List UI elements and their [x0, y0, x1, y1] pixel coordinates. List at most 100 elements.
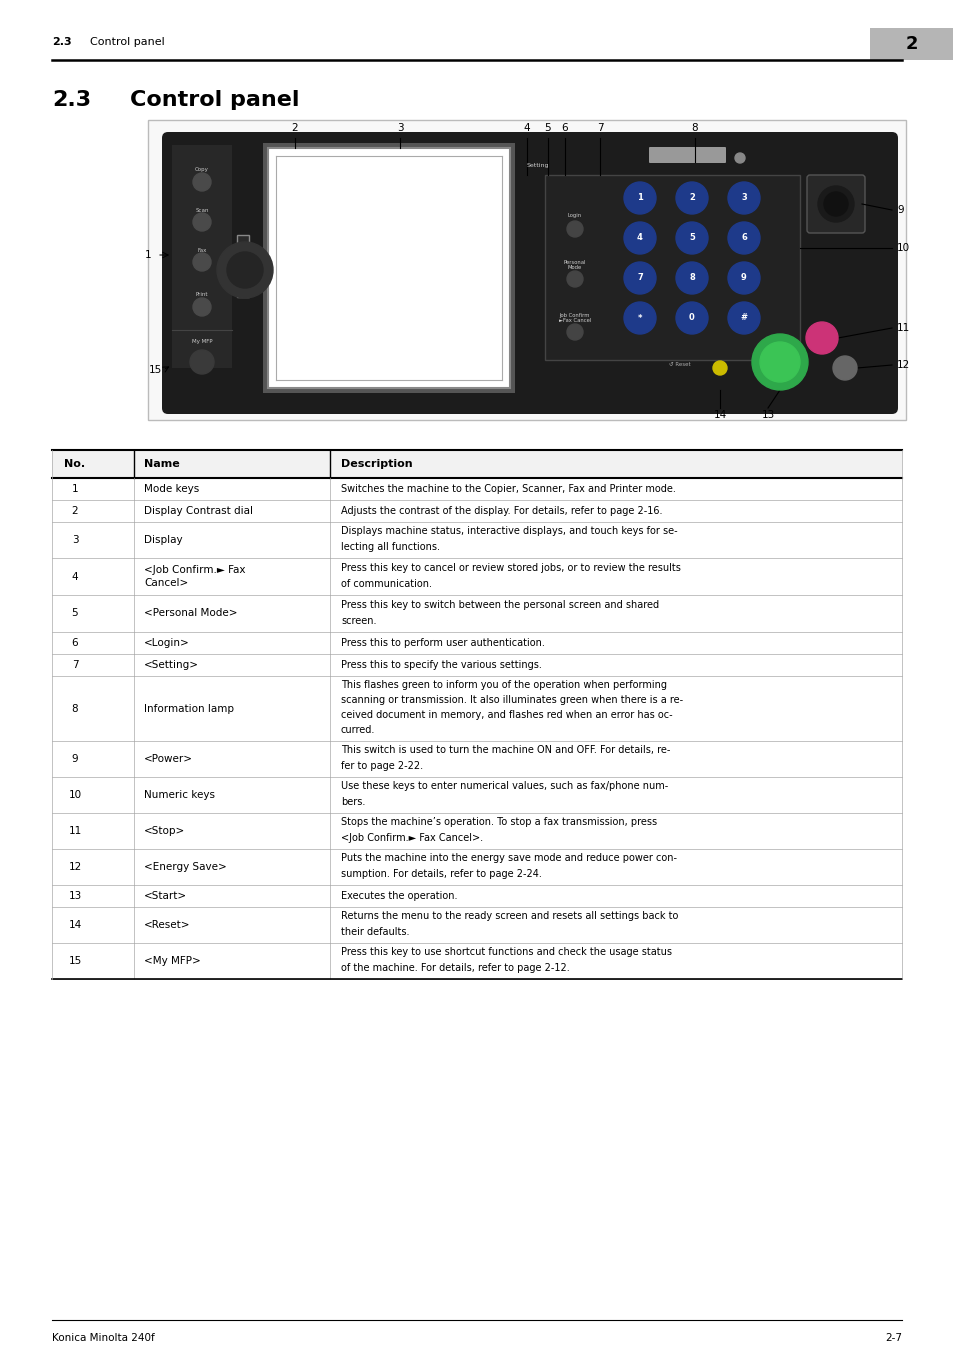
- Text: Press this key to use shortcut functions and check the usage status: Press this key to use shortcut functions…: [340, 948, 671, 957]
- Text: Stops the machine’s operation. To stop a fax transmission, press: Stops the machine’s operation. To stop a…: [340, 817, 657, 828]
- Circle shape: [193, 298, 211, 316]
- Text: Use these keys to enter numerical values, such as fax/phone num-: Use these keys to enter numerical values…: [340, 782, 667, 791]
- Text: This switch is used to turn the machine ON and OFF. For details, re-: This switch is used to turn the machine …: [340, 745, 670, 756]
- Text: 12: 12: [896, 360, 909, 370]
- Text: Display Contrast dial: Display Contrast dial: [144, 506, 253, 516]
- Text: Scan: Scan: [195, 208, 209, 212]
- Text: ↺ Reset: ↺ Reset: [668, 363, 690, 367]
- Text: Display: Display: [144, 535, 182, 545]
- Text: 0: 0: [688, 313, 694, 323]
- Text: 13: 13: [69, 891, 82, 900]
- Text: Press this key to switch between the personal screen and shared: Press this key to switch between the per…: [340, 599, 659, 610]
- Text: curred.: curred.: [340, 725, 375, 736]
- Text: 5: 5: [544, 123, 551, 134]
- FancyBboxPatch shape: [236, 235, 249, 297]
- Text: 3: 3: [396, 123, 403, 134]
- Text: 10: 10: [69, 790, 81, 801]
- Text: 8: 8: [691, 123, 698, 134]
- Text: 4: 4: [637, 234, 642, 243]
- Text: #: #: [740, 313, 747, 323]
- Text: 2.3: 2.3: [52, 90, 91, 109]
- Text: <Job Confirm.► Fax Cancel>.: <Job Confirm.► Fax Cancel>.: [340, 833, 482, 842]
- Text: 2: 2: [292, 123, 298, 134]
- Circle shape: [566, 324, 582, 340]
- Text: screen.: screen.: [340, 616, 376, 626]
- Text: 15: 15: [69, 956, 82, 967]
- Circle shape: [623, 221, 656, 254]
- Text: sumption. For details, refer to page 2-24.: sumption. For details, refer to page 2-2…: [340, 869, 541, 879]
- Text: 6: 6: [561, 123, 568, 134]
- Text: 9: 9: [740, 274, 746, 282]
- Text: My MFP: My MFP: [192, 339, 213, 344]
- FancyBboxPatch shape: [52, 450, 901, 478]
- Text: 15: 15: [149, 364, 161, 375]
- Circle shape: [193, 213, 211, 231]
- Text: Setting: Setting: [526, 162, 549, 167]
- Text: Copy: Copy: [194, 167, 209, 173]
- Text: <Start>: <Start>: [144, 891, 187, 900]
- Text: 6: 6: [740, 234, 746, 243]
- Text: Name: Name: [144, 459, 179, 468]
- Circle shape: [727, 302, 760, 333]
- Text: This flashes green to inform you of the operation when performing: This flashes green to inform you of the …: [340, 680, 666, 690]
- Circle shape: [227, 252, 263, 288]
- Text: their defaults.: their defaults.: [340, 927, 409, 937]
- Text: 11: 11: [69, 826, 82, 836]
- Text: 2: 2: [904, 35, 918, 53]
- Circle shape: [193, 252, 211, 271]
- Text: Job Confirm
►Fax Cancel: Job Confirm ►Fax Cancel: [558, 313, 591, 324]
- Circle shape: [676, 182, 707, 215]
- Circle shape: [751, 333, 807, 390]
- FancyBboxPatch shape: [544, 176, 800, 360]
- Text: <Reset>: <Reset>: [144, 919, 191, 930]
- Circle shape: [805, 323, 837, 354]
- FancyBboxPatch shape: [268, 148, 510, 387]
- Text: Control panel: Control panel: [90, 36, 165, 47]
- Text: Returns the menu to the ready screen and resets all settings back to: Returns the menu to the ready screen and…: [340, 911, 678, 922]
- Text: 6: 6: [71, 639, 78, 648]
- Text: <Energy Save>: <Energy Save>: [144, 863, 227, 872]
- Text: of communication.: of communication.: [340, 579, 432, 589]
- Text: Cancel>: Cancel>: [144, 578, 188, 587]
- Text: 5: 5: [71, 609, 78, 618]
- Circle shape: [727, 221, 760, 254]
- Text: 7: 7: [637, 274, 642, 282]
- Text: Switches the machine to the Copier, Scanner, Fax and Printer mode.: Switches the machine to the Copier, Scan…: [340, 485, 675, 494]
- Text: Personal
Mode: Personal Mode: [563, 259, 586, 270]
- Text: Control panel: Control panel: [130, 90, 299, 109]
- Text: Konica Minolta 240f: Konica Minolta 240f: [52, 1332, 154, 1343]
- Text: lecting all functions.: lecting all functions.: [340, 543, 439, 552]
- Text: <My MFP>: <My MFP>: [144, 956, 200, 967]
- Text: 14: 14: [69, 919, 82, 930]
- Text: 4: 4: [71, 571, 78, 582]
- Circle shape: [623, 262, 656, 294]
- Text: 1: 1: [71, 485, 78, 494]
- FancyBboxPatch shape: [172, 144, 232, 369]
- FancyBboxPatch shape: [869, 28, 953, 59]
- Text: 7: 7: [71, 660, 78, 670]
- Text: Press this to specify the various settings.: Press this to specify the various settin…: [340, 660, 541, 670]
- Text: 13: 13: [760, 410, 774, 420]
- Text: <Power>: <Power>: [144, 755, 193, 764]
- Text: fer to page 2-22.: fer to page 2-22.: [340, 761, 423, 771]
- Text: bers.: bers.: [340, 796, 365, 807]
- Text: 10: 10: [896, 243, 909, 252]
- Circle shape: [623, 182, 656, 215]
- Text: Adjusts the contrast of the display. For details, refer to page 2-16.: Adjusts the contrast of the display. For…: [340, 506, 661, 516]
- Text: Executes the operation.: Executes the operation.: [340, 891, 457, 900]
- Text: scanning or transmission. It also illuminates green when there is a re-: scanning or transmission. It also illumi…: [340, 695, 682, 705]
- Text: 11: 11: [896, 323, 909, 333]
- Text: Description: Description: [340, 459, 413, 468]
- Text: of the machine. For details, refer to page 2-12.: of the machine. For details, refer to pa…: [340, 963, 569, 973]
- Text: *: *: [638, 313, 641, 323]
- Text: 3: 3: [71, 535, 78, 545]
- Text: 12: 12: [69, 863, 82, 872]
- Text: 1: 1: [637, 193, 642, 202]
- FancyBboxPatch shape: [263, 143, 515, 393]
- Text: Press this key to cancel or review stored jobs, or to review the results: Press this key to cancel or review store…: [340, 563, 680, 572]
- Text: <Login>: <Login>: [144, 639, 190, 648]
- Circle shape: [623, 302, 656, 333]
- Circle shape: [566, 271, 582, 288]
- Circle shape: [216, 242, 273, 298]
- Text: 2: 2: [71, 506, 78, 516]
